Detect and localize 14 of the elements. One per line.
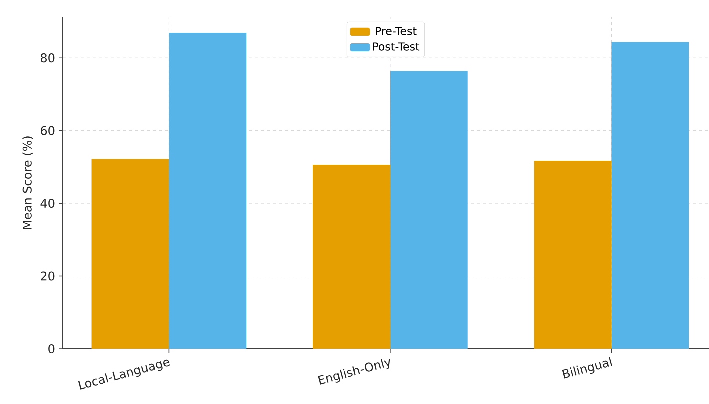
y-tick-label: 80 — [41, 54, 55, 63]
bar — [169, 33, 247, 349]
bar — [612, 42, 690, 349]
y-axis-title: Mean Score (%) — [22, 136, 34, 230]
y-tick-label: 0 — [48, 344, 55, 354]
legend-label: Pre-Test — [376, 27, 417, 36]
y-tick-label: 40 — [40, 199, 55, 208]
y-tick-label: 60 — [41, 126, 55, 136]
legend-label: Post-Test — [373, 42, 420, 51]
y-tick-label: 20 — [41, 272, 55, 281]
bar — [390, 71, 468, 349]
bar — [313, 165, 390, 349]
bar — [92, 159, 170, 349]
bar — [534, 161, 612, 349]
